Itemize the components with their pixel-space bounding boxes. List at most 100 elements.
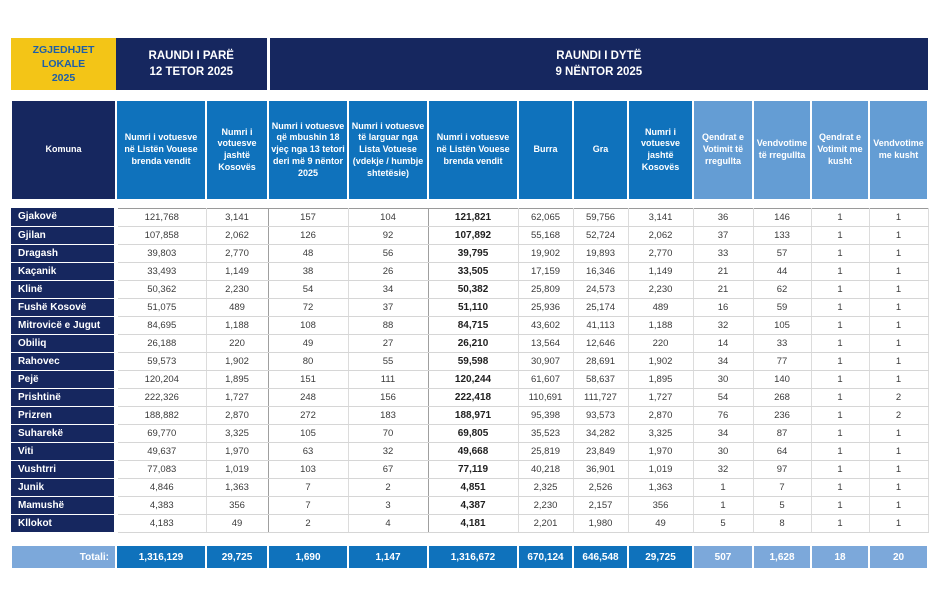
value-cell: 41,113 <box>573 316 629 335</box>
value-cell: 61,607 <box>518 370 574 389</box>
value-cell: 5 <box>753 496 812 515</box>
value-cell: 103 <box>268 460 349 479</box>
spacer-row <box>11 200 929 208</box>
election-logo-badge: ZGJEDHJET LOKALE 2025 <box>11 38 116 90</box>
value-cell: 2,201 <box>518 514 574 533</box>
value-cell: 1,727 <box>628 388 694 407</box>
value-cell: 25,936 <box>518 298 574 317</box>
value-cell: 156 <box>348 388 429 407</box>
komuna-cell: Rahovec <box>11 352 118 371</box>
value-cell: 1,970 <box>628 442 694 461</box>
value-cell: 25,819 <box>518 442 574 461</box>
value-cell: 268 <box>753 388 812 407</box>
value-cell: 69,770 <box>116 424 207 443</box>
value-cell: 111,727 <box>573 388 629 407</box>
value-cell: 4 <box>348 514 429 533</box>
table-row: Dragash 39,803 2,770 48 56 39,795 19,902 19,893… <box>11 244 929 263</box>
value-cell: 72 <box>268 298 349 317</box>
value-cell: 1 <box>869 316 929 335</box>
value-cell: 1 <box>811 460 870 479</box>
value-cell: 49 <box>268 334 349 353</box>
value-cell: 1,188 <box>206 316 269 335</box>
table-row: Mitrovicë e Jugut 84,695 1,188 108 88 84,715 4… <box>11 316 929 335</box>
value-cell: 49,637 <box>116 442 207 461</box>
value-cell: 120,204 <box>116 370 207 389</box>
value-cell: 43,602 <box>518 316 574 335</box>
value-cell: 107,892 <box>428 226 519 245</box>
value-cell: 56 <box>348 244 429 263</box>
value-cell: 1 <box>811 244 870 263</box>
value-cell: 1,019 <box>206 460 269 479</box>
value-cell: 62,065 <box>518 207 574 227</box>
value-cell: 30,907 <box>518 352 574 371</box>
value-cell: 39,795 <box>428 244 519 263</box>
value-cell: 33 <box>693 244 754 263</box>
round1-title: RAUNDI I PARË <box>148 49 234 62</box>
value-cell: 26,210 <box>428 334 519 353</box>
value-cell: 30 <box>693 442 754 461</box>
value-cell: 1,902 <box>206 352 269 371</box>
value-cell: 7 <box>268 478 349 497</box>
value-cell: 107,858 <box>116 226 207 245</box>
round2-date: 9 NËNTOR 2025 <box>555 66 643 78</box>
value-cell: 77 <box>753 352 812 371</box>
value-cell: 4,183 <box>116 514 207 533</box>
value-cell: 1,895 <box>206 370 269 389</box>
value-cell: 55,168 <box>518 226 574 245</box>
value-cell: 1 <box>811 514 870 533</box>
col-header-women: Gra <box>572 99 629 201</box>
value-cell: 126 <box>268 226 349 245</box>
value-cell: 33,505 <box>428 262 519 281</box>
value-cell: 19,902 <box>518 244 574 263</box>
value-cell: 97 <box>753 460 812 479</box>
value-cell: 30 <box>693 370 754 389</box>
col-header-men: Burra <box>517 99 574 201</box>
value-cell: 36 <box>693 207 754 227</box>
value-cell: 49 <box>628 514 694 533</box>
table-row: Fushë Kosovë 51,075 489 72 37 51,110 25,936 25,… <box>11 298 929 317</box>
value-cell: 120,244 <box>428 370 519 389</box>
value-cell: 25,174 <box>573 298 629 317</box>
value-cell: 84,695 <box>116 316 207 335</box>
value-cell: 33 <box>753 334 812 353</box>
value-cell: 104 <box>348 207 429 227</box>
value-cell: 2 <box>268 514 349 533</box>
value-cell: 4,387 <box>428 496 519 515</box>
total-cell: 1,316,672 <box>427 544 519 570</box>
value-cell: 37 <box>693 226 754 245</box>
col-header-voters-inside-r1: Numri i votuesve në Listën Vouese brenda… <box>115 99 207 201</box>
value-cell: 1,019 <box>628 460 694 479</box>
col-header-regular-centers: Qendrat e Votimit të rregullta <box>692 99 754 201</box>
value-cell: 121,768 <box>116 207 207 227</box>
col-header-voters-abroad-r2: Numri i votuesve jashtë Kosovës <box>627 99 694 201</box>
value-cell: 1 <box>811 262 870 281</box>
value-cell: 1 <box>811 478 870 497</box>
value-cell: 222,326 <box>116 388 207 407</box>
value-cell: 1 <box>811 352 870 371</box>
value-cell: 1 <box>811 298 870 317</box>
komuna-cell: Vushtrri <box>11 460 118 479</box>
value-cell: 1 <box>811 370 870 389</box>
value-cell: 95,398 <box>518 406 574 425</box>
col-header-removed-voters: Numri i votuesve të larguar nga Lista Vo… <box>347 99 429 201</box>
total-cell: 18 <box>810 544 870 570</box>
total-cell: 1,690 <box>267 544 349 570</box>
value-cell: 69,805 <box>428 424 519 443</box>
value-cell: 2,230 <box>628 280 694 299</box>
komuna-cell: Mitrovicë e Jugut <box>11 316 118 335</box>
value-cell: 39,803 <box>116 244 207 263</box>
value-cell: 7 <box>268 496 349 515</box>
value-cell: 2,870 <box>628 406 694 425</box>
value-cell: 63 <box>268 442 349 461</box>
value-cell: 54 <box>693 388 754 407</box>
election-table-sheet: ZGJEDHJET LOKALE 2025 RAUNDI I PARË 12 T… <box>10 38 930 570</box>
value-cell: 121,821 <box>428 207 519 227</box>
value-cell: 1 <box>811 334 870 353</box>
value-cell: 1 <box>869 442 929 461</box>
value-cell: 1 <box>869 207 929 227</box>
total-cell: 670,124 <box>517 544 574 570</box>
value-cell: 356 <box>206 496 269 515</box>
value-cell: 88 <box>348 316 429 335</box>
value-cell: 3,325 <box>628 424 694 443</box>
round2-title: RAUNDI I DYTË <box>556 49 642 62</box>
